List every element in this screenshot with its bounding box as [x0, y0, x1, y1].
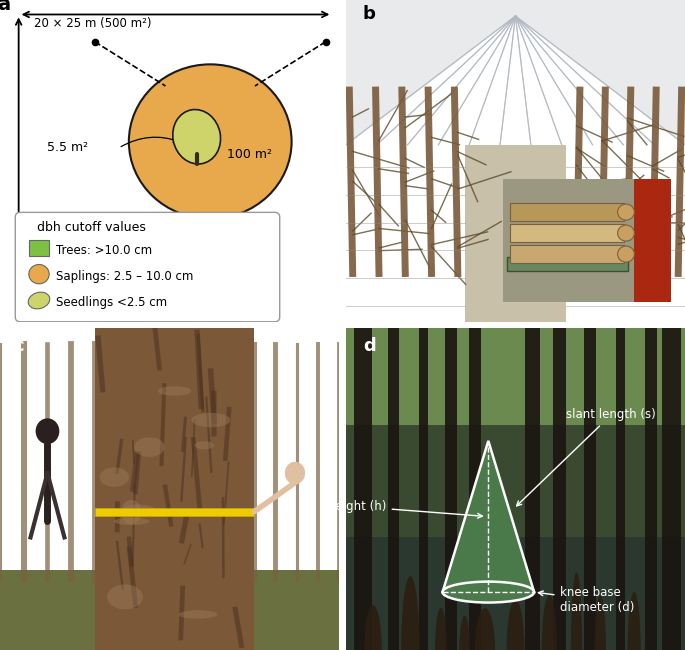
Ellipse shape: [191, 413, 230, 427]
Polygon shape: [443, 441, 534, 592]
Bar: [29, 240, 49, 256]
Text: c: c: [14, 337, 24, 355]
Bar: [464, 145, 566, 322]
Ellipse shape: [99, 467, 129, 487]
Ellipse shape: [28, 292, 50, 309]
Bar: [510, 203, 624, 221]
FancyBboxPatch shape: [15, 213, 279, 322]
Bar: [510, 224, 624, 242]
Bar: [0, 569, 339, 650]
Text: d: d: [363, 337, 375, 355]
Bar: [662, 328, 681, 650]
Bar: [353, 328, 372, 650]
Ellipse shape: [107, 584, 143, 610]
Text: Saplings: 2.5 – 10.0 cm: Saplings: 2.5 – 10.0 cm: [56, 270, 193, 283]
Ellipse shape: [618, 246, 634, 262]
Text: Trees: >10.0 cm: Trees: >10.0 cm: [56, 244, 152, 257]
Ellipse shape: [285, 462, 306, 484]
Ellipse shape: [123, 504, 155, 514]
Text: slant length (s): slant length (s): [516, 408, 656, 506]
Bar: [95, 328, 254, 650]
Bar: [445, 328, 458, 650]
Ellipse shape: [618, 204, 634, 220]
Text: a: a: [0, 0, 10, 14]
Bar: [584, 328, 596, 650]
Ellipse shape: [460, 616, 470, 650]
Bar: [469, 328, 481, 650]
Text: 20 × 25 m (500 m²): 20 × 25 m (500 m²): [34, 18, 151, 31]
Text: Seedlings <2.5 cm: Seedlings <2.5 cm: [56, 296, 167, 309]
Ellipse shape: [443, 582, 534, 603]
Bar: [616, 328, 625, 650]
Bar: [95, 508, 254, 515]
Text: height (h): height (h): [328, 500, 482, 518]
Bar: [510, 246, 624, 263]
Bar: [507, 257, 627, 272]
Ellipse shape: [114, 518, 149, 525]
Ellipse shape: [571, 572, 582, 650]
Text: b: b: [363, 5, 376, 23]
Ellipse shape: [134, 437, 165, 457]
Ellipse shape: [506, 600, 525, 650]
Bar: [645, 328, 657, 650]
Bar: [553, 328, 566, 650]
Ellipse shape: [595, 595, 606, 650]
Ellipse shape: [195, 441, 214, 449]
Bar: [419, 328, 429, 650]
Ellipse shape: [364, 605, 382, 650]
Bar: [634, 179, 671, 302]
Ellipse shape: [173, 110, 221, 164]
Circle shape: [29, 265, 49, 284]
Text: dbh cutoff values: dbh cutoff values: [37, 221, 146, 234]
Bar: [346, 328, 685, 425]
Ellipse shape: [627, 592, 640, 650]
Ellipse shape: [179, 610, 217, 619]
Ellipse shape: [435, 608, 447, 650]
Bar: [388, 328, 399, 650]
Circle shape: [129, 64, 292, 219]
Ellipse shape: [401, 576, 419, 650]
Text: 5.5 m²: 5.5 m²: [47, 141, 88, 154]
Ellipse shape: [36, 419, 60, 444]
Ellipse shape: [158, 386, 191, 396]
Polygon shape: [346, 0, 685, 145]
Text: 100 m²: 100 m²: [227, 148, 272, 161]
Text: knee base
diameter (d): knee base diameter (d): [538, 586, 634, 614]
Ellipse shape: [618, 225, 634, 241]
Bar: [525, 328, 540, 650]
Ellipse shape: [121, 500, 141, 524]
Ellipse shape: [542, 595, 557, 650]
Ellipse shape: [475, 608, 495, 650]
Bar: [346, 538, 685, 650]
